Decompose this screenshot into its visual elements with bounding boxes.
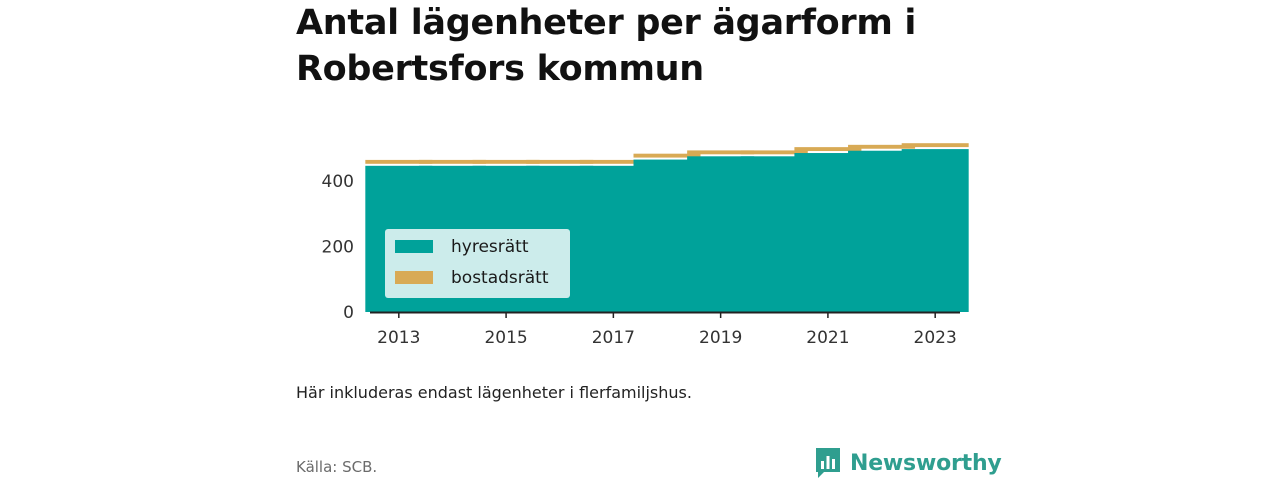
brand-logo: Newsworthy: [814, 446, 1002, 480]
bar-bostadsratt: [740, 150, 808, 155]
y-tick-label: 400: [322, 172, 354, 192]
bar-bostadsratt: [579, 159, 647, 164]
legend-label: bostadsrätt: [451, 268, 549, 288]
bar-bostadsratt: [365, 159, 433, 164]
bar-bostadsratt: [418, 159, 486, 164]
bar-bostadsratt: [526, 159, 594, 164]
x-tick-label: 2019: [699, 328, 742, 348]
y-tick-label: 0: [343, 303, 354, 323]
bar-hyresratt: [901, 149, 969, 312]
x-tick-label: 2021: [806, 328, 849, 348]
source-text: Källa: SCB.: [296, 458, 378, 476]
bar-bostadsratt: [794, 147, 862, 152]
x-tick-label: 2017: [592, 328, 635, 348]
brand-name: Newsworthy: [850, 450, 1002, 476]
legend-swatch: [395, 271, 433, 284]
chart-note: Här inkluderas endast lägenheter i flerf…: [296, 383, 692, 402]
y-tick-label: 200: [322, 237, 354, 257]
bar-bostadsratt: [901, 143, 969, 148]
legend-swatch: [395, 240, 433, 253]
bar-bostadsratt: [848, 144, 916, 149]
chart-title-line-1: Antal lägenheter per ägarform i: [296, 3, 917, 43]
legend-label: hyresrätt: [451, 237, 529, 257]
chart-title: Antal lägenheter per ägarform i Robertsf…: [296, 0, 996, 92]
chart-title-line-2: Robertsfors kommun: [296, 49, 704, 89]
x-tick-label: 2015: [484, 328, 527, 348]
bar-bostadsratt: [687, 150, 755, 155]
x-tick-label: 2023: [914, 328, 957, 348]
newsworthy-logo-icon: [816, 448, 840, 478]
bar-bostadsratt: [633, 153, 701, 158]
bar-bostadsratt: [472, 159, 540, 164]
x-tick-label: 2013: [377, 328, 420, 348]
